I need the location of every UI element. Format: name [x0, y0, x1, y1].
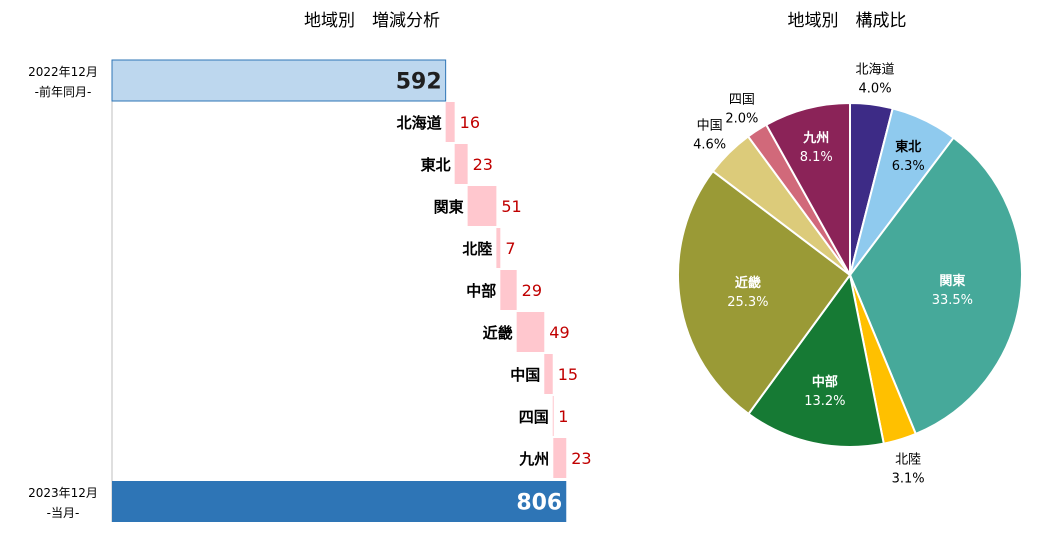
increment-value-label: 7: [505, 239, 515, 258]
start-bar: [111, 59, 447, 102]
end-category-label: -当月-: [47, 506, 80, 520]
pie-slice-name-label: 関東: [939, 273, 965, 289]
pie-slice: [764, 101, 851, 279]
pie-slice-pct-label: 4.0%: [859, 82, 892, 97]
increment-value-label: 16: [460, 113, 480, 132]
increment-bar: [500, 270, 517, 310]
pie-slice-name-label: 四国: [729, 93, 755, 108]
pie-slice-pct-label: 13.2%: [804, 394, 845, 409]
increment-value-label: 23: [473, 155, 493, 174]
increment-value-label: 15: [558, 365, 578, 384]
pie-slice-name-label: 北海道: [856, 63, 895, 78]
start-value-label: 592: [396, 70, 442, 95]
increment-bar: [552, 396, 554, 436]
increment-value-label: 49: [549, 323, 569, 342]
increment-bar: [544, 354, 553, 394]
increment-category-label: 近畿: [483, 324, 513, 342]
increment-category-label: 四国: [519, 408, 549, 426]
waterfall-title: 地域別 増減分析: [304, 11, 440, 31]
pie-slice-pct-label: 8.1%: [800, 150, 833, 165]
pie-slice-pct-label: 3.1%: [892, 471, 925, 486]
increment-bar: [496, 228, 501, 268]
pie-slice-name-label: 東北: [895, 139, 921, 155]
increment-category-label: 九州: [518, 450, 549, 468]
pie-slice-name-label: 中部: [812, 374, 838, 390]
pie-slice: [677, 169, 852, 416]
increment-bar: [467, 186, 497, 226]
increment-category-label: 東北: [421, 156, 451, 174]
increment-value-label: 51: [501, 197, 521, 216]
pie-title: 地域別 構成比: [788, 11, 907, 31]
end-bar: [112, 481, 567, 522]
increment-bar: [454, 144, 468, 184]
pie-slice: [848, 136, 1024, 436]
pie-slice-name-label: 九州: [802, 131, 829, 146]
pie-slice-pct-label: 33.5%: [932, 293, 973, 308]
increment-category-label: 中国: [510, 366, 540, 384]
pie-slice-pct-label: 2.0%: [725, 112, 758, 127]
increment-value-label: 23: [571, 449, 591, 468]
increment-category-label: 中部: [466, 282, 496, 300]
pie-slice-name-label: 中国: [697, 119, 723, 134]
waterfall-chart: 地域別 増減分析 592 2022年12月 -前年同月- 北海道 16 東北 23 関東 51 北…: [28, 11, 592, 522]
end-category-label: 2023年12月: [28, 486, 98, 500]
increment-category-label: 関東: [434, 198, 464, 216]
increment-bar: [516, 312, 545, 352]
start-category-label: 2022年12月: [28, 65, 98, 79]
pie-slice-name-label: 近畿: [735, 275, 761, 291]
end-value-label: 806: [516, 491, 562, 516]
pie-slice-pct-label: 25.3%: [727, 295, 768, 310]
increment-value-label: 29: [522, 281, 542, 300]
increment-category-label: 北海道: [397, 114, 442, 132]
pie-slice-pct-label: 4.6%: [693, 138, 726, 153]
increment-bar: [445, 102, 455, 142]
increment-bar: [553, 438, 567, 478]
start-category-label: -前年同月-: [35, 84, 92, 99]
pie-slice-name-label: 北陸: [895, 451, 921, 467]
pie-slice: [747, 272, 885, 448]
increment-value-label: 1: [558, 407, 568, 426]
waterfall-marks: 592 2022年12月 -前年同月- 北海道 16 東北 23 関東 51 北陸 7 中部 29 近畿 4…: [28, 59, 592, 522]
pie-slice-pct-label: 6.3%: [892, 159, 925, 174]
pie-chart: 地域別 構成比 北海道 4.0% 東北 6.3% 関東 33.5% 北陸 3.1% 中部 13.2…: [677, 11, 1024, 486]
pie-marks: 北海道 4.0% 東北 6.3% 関東 33.5% 北陸 3.1% 中部 13.2% 近畿 25.3%…: [677, 63, 1024, 486]
increment-category-label: 北陸: [462, 240, 492, 258]
